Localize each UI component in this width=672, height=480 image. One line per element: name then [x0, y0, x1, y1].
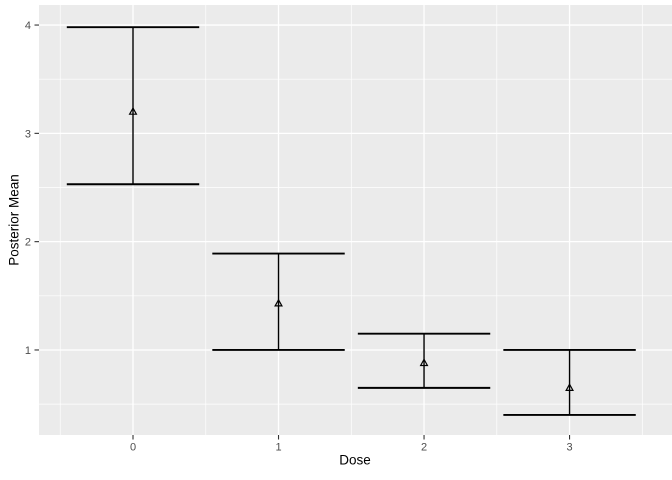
x-tick-label: 3: [566, 442, 572, 454]
mean-marker-triangle-icon: [274, 298, 283, 307]
y-tick-label: 2: [25, 237, 31, 249]
x-tick-label: 2: [421, 442, 427, 454]
y-tick-label: 1: [25, 345, 31, 357]
x-tick-label: 0: [130, 442, 136, 454]
mean-marker-triangle-icon: [565, 383, 574, 391]
plot-panel: [39, 5, 672, 435]
y-axis-title: Posterior Mean: [6, 174, 22, 266]
x-axis-title: Dose: [339, 452, 371, 468]
y-tick-label: 4: [25, 20, 31, 32]
y-tick-label: 3: [25, 128, 31, 140]
x-tick-label: 1: [275, 442, 281, 454]
mean-marker-triangle-icon: [419, 358, 429, 367]
mean-marker-triangle-icon: [128, 106, 138, 115]
